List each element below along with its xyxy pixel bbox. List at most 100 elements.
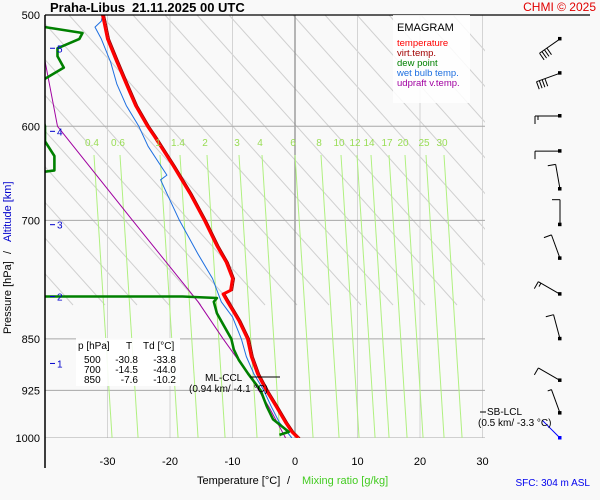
wind-barb <box>545 314 562 341</box>
mixing-ratio-line <box>320 154 340 438</box>
table-cell: 700 <box>84 365 101 376</box>
table-cell: -30.8 <box>115 355 138 366</box>
altitude-tick-label: 1 <box>57 359 63 370</box>
wind-barb-staff <box>550 389 561 414</box>
dry-adiabat-line <box>324 15 485 195</box>
mixing-ratio-line <box>443 154 463 438</box>
wind-barb <box>536 71 562 90</box>
x-tick-label: 20 <box>414 456 426 468</box>
dry-adiabat-line <box>45 201 138 306</box>
y-tick-label: 700 <box>22 215 40 227</box>
table-cell: -7.6 <box>121 375 139 386</box>
temperature-line <box>101 15 300 438</box>
mixing-ratio-line <box>93 154 113 438</box>
legend-background <box>393 15 470 103</box>
wet-bulb-temp-line <box>94 15 293 438</box>
grid-layer <box>45 15 485 438</box>
wind-barb-feather <box>545 314 554 318</box>
ml-ccl-annotation: ML-CCL (0.94 km/ -4.1 °C) <box>189 373 280 395</box>
table-cell: -10.2 <box>153 375 176 386</box>
mixing-ratio-label: 12 <box>349 138 361 149</box>
axis-layer: 0.4 0.6 1 1.4 2 3 4 6 8 10 12 14 17 20 25 3050060070085… <box>16 10 590 468</box>
mixing-ratio-line <box>238 154 258 438</box>
wind-barb <box>534 114 562 125</box>
dry-adiabat-line <box>45 130 202 306</box>
x-tick-label: -20 <box>162 456 178 468</box>
dry-adiabat-line <box>292 15 485 230</box>
table-cell: 500 <box>84 355 101 366</box>
table-header-t: T <box>126 341 132 352</box>
table-header-td: Td [°C] <box>143 341 174 352</box>
mixing-ratio-label: 4 <box>257 138 263 149</box>
sb-lcl-annotation: SB-LCL (0.5 km/ -3.3 °C) <box>478 407 551 429</box>
y-tick-label: 1000 <box>16 433 40 445</box>
ml-ccl-value: (0.94 km/ -4.1 °C) <box>189 384 268 395</box>
mixing-ratio-line <box>179 154 199 438</box>
x-axis-label-temperature: Temperature [°C] <box>197 475 280 487</box>
virtual-temperature-line <box>104 15 301 438</box>
wind-barb-feather <box>547 163 556 167</box>
y-axis-label-separator: / <box>2 250 14 254</box>
y-axis-label: Pressure [hPa] / Altitude [km] <box>2 181 14 334</box>
mixing-ratio-label: 1 <box>155 138 161 149</box>
wind-barb <box>547 163 562 191</box>
table-cell: -14.5 <box>115 365 138 376</box>
mixing-ratio-line <box>388 154 408 438</box>
y-axis-label-altitude: Altitude [km] <box>2 181 14 242</box>
wind-barb-staff <box>541 419 561 439</box>
y-axis-label-pressure: Pressure [hPa] <box>2 261 14 334</box>
wind-barb-feather <box>546 47 552 55</box>
mixing-ratio-line <box>356 154 376 438</box>
surface-altitude: SFC: 304 m ASL <box>516 478 591 489</box>
wind-barb-station <box>558 222 562 227</box>
dry-adiabat-line <box>260 15 485 266</box>
wind-barb <box>552 199 562 227</box>
copyright: CHMI © 2025 <box>523 0 596 14</box>
y-tick-label: 850 <box>22 334 40 346</box>
wind-barb-half-feather <box>547 389 552 392</box>
series-layer <box>45 15 301 438</box>
x-axis-label-separator: / <box>287 475 291 487</box>
wind-barb-station <box>558 336 562 341</box>
y-tick-label: 925 <box>22 385 40 397</box>
mixing-ratio-label: 17 <box>381 138 393 149</box>
wind-barb-feather <box>538 80 543 89</box>
mixing-ratio-label: 0.4 <box>85 138 99 149</box>
wind-barb-feather <box>543 234 552 239</box>
wind-barb <box>547 389 562 415</box>
mixing-ratio-label: 8 <box>316 138 322 149</box>
dry-adiabat-line <box>45 165 170 306</box>
mixing-ratio-label: 20 <box>397 138 409 149</box>
wind-barb-station <box>558 411 562 415</box>
sb-lcl-label: SB-LCL <box>487 407 522 418</box>
mixing-ratio-label: 30 <box>436 138 448 149</box>
legend-virt-temp: virt.temp. <box>397 48 436 59</box>
mixing-ratio-label: 14 <box>363 138 375 149</box>
legend-updraft: udpraft v.temp. <box>397 78 460 89</box>
dry-adiabat-line <box>228 15 485 302</box>
x-tick-label: 30 <box>476 456 488 468</box>
dry-adiabat-line <box>45 237 106 306</box>
station-name: Praha-Libus <box>50 0 125 15</box>
x-axis-label-mixing: Mixing ratio [g/kg] <box>302 475 388 487</box>
table-cell: 850 <box>84 375 101 386</box>
wind-barb-station <box>558 114 562 118</box>
dry-adiabat-line <box>196 15 458 306</box>
mixing-ratio-line <box>404 154 424 438</box>
mixing-ratio-line <box>261 154 281 438</box>
table-header-p: p [hPa] <box>78 341 110 352</box>
wind-barb-station <box>558 187 562 191</box>
legend-temperature: temperature <box>397 38 448 49</box>
wind-barb-staff <box>539 38 561 54</box>
legend-dew-point: dew point <box>397 58 438 69</box>
mixing-ratio-line <box>119 154 139 438</box>
wind-barb-feather <box>539 52 545 61</box>
ml-ccl-label: ML-CCL <box>205 373 243 384</box>
mixing-ratio-line <box>340 154 360 438</box>
y-tick-label: 500 <box>22 10 40 22</box>
wind-barb-station <box>558 36 562 41</box>
wind-barb-station <box>558 256 562 260</box>
legend: EMAGRAM temperature virt.temp. dew point… <box>393 15 470 103</box>
wind-barb-staff <box>536 72 561 83</box>
